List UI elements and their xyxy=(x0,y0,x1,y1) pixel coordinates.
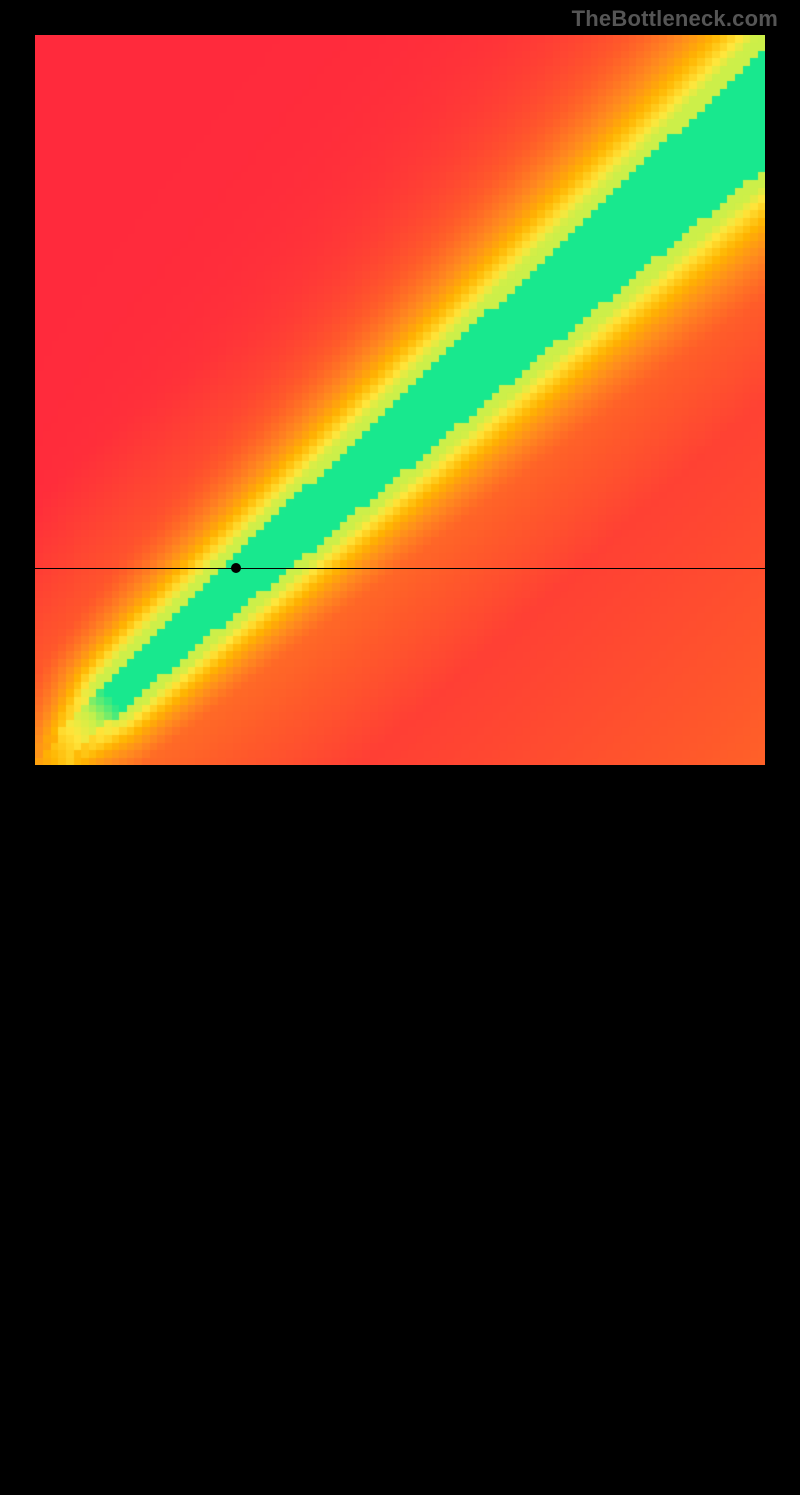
heatmap-canvas xyxy=(35,35,765,765)
crosshair-horizontal xyxy=(35,568,765,569)
chart-frame: TheBottleneck.com xyxy=(0,0,800,800)
watermark-text: TheBottleneck.com xyxy=(572,6,778,32)
crosshair-marker xyxy=(231,563,241,573)
crosshair-vertical xyxy=(236,765,237,1495)
plot-area xyxy=(35,35,765,765)
